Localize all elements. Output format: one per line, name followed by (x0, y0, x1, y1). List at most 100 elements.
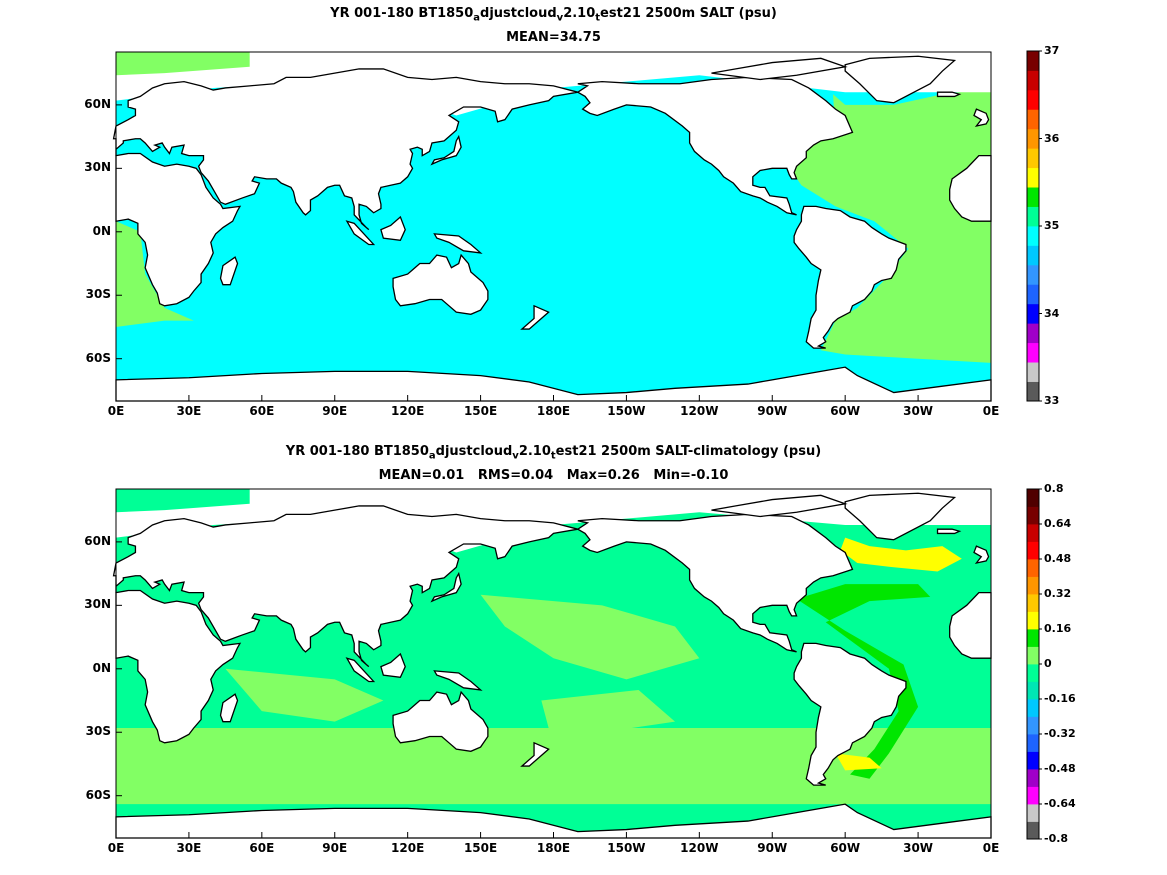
land-australia (392, 690, 489, 752)
colorbar-tick-label: -0.8 (1044, 832, 1069, 845)
colorbar-bin (1027, 629, 1039, 647)
y-tick-label: 60S (85, 787, 111, 802)
panel2-title: YR 001-180 BT1850adjustcloudv2.10test21 … (285, 444, 822, 462)
x-tick-label: 120E (391, 841, 425, 855)
x-tick-label: 90E (322, 841, 348, 855)
x-tick-label: 0E (982, 841, 1000, 855)
colorbar-bin (1027, 109, 1039, 130)
land-south-america (793, 642, 907, 786)
land-arctic-islands (711, 57, 848, 81)
colorbar-tick-label: 34 (1044, 306, 1060, 320)
land-japan (430, 571, 462, 603)
colorbar-tick-label: 0.48 (1044, 552, 1072, 565)
colorbar-tick-label: 36 (1044, 131, 1060, 145)
land-west-africa (949, 154, 992, 222)
colorbar-bin (1027, 716, 1039, 735)
colorbar-bin (1027, 128, 1039, 149)
colorbar-bin (1027, 611, 1039, 630)
colorbar-bin (1027, 576, 1039, 595)
colorbar-bin (1027, 699, 1039, 717)
colorbar-bin (1027, 245, 1039, 266)
x-tick-label: 60E (249, 404, 275, 418)
colorbar-bin (1027, 769, 1039, 787)
land-iceland (936, 91, 962, 98)
colorbar-tick-label: 0 (1044, 657, 1052, 670)
colorbar-bin (1027, 264, 1039, 285)
panel1-colorbar (1026, 50, 1042, 402)
x-tick-label: 150E (463, 841, 498, 855)
atlantic-salty-region (786, 87, 991, 363)
colorbar-tick-label: 0.32 (1044, 587, 1072, 600)
panel2-colorbar (1026, 488, 1042, 840)
x-tick-label: 90W (757, 841, 788, 855)
colorbar-tick-label: 0.16 (1044, 622, 1072, 635)
colorbar-bin (1027, 303, 1039, 324)
y-tick-label: 60N (84, 96, 111, 111)
x-tick-label: 150W (607, 841, 646, 855)
colorbar-tick-label: 33 (1044, 394, 1060, 407)
colorbar-tick-label: 35 (1044, 219, 1060, 232)
land-new-guinea (433, 233, 483, 254)
land-madagascar (219, 256, 239, 286)
colorbar-bin (1027, 821, 1039, 840)
x-tick-label: 0E (107, 841, 125, 855)
nordic-seas-region (116, 52, 250, 76)
colorbar-bin (1027, 206, 1039, 227)
colorbar-bin (1027, 734, 1039, 752)
panel1-title: YR 001-180 BT1850adjustcloudv2.10test21 … (330, 6, 777, 24)
positive-anomaly-patch (480, 594, 700, 680)
colorbar-tick-label: 37 (1044, 44, 1060, 57)
x-tick-label: 60W (830, 404, 861, 418)
y-tick-label: 0N (92, 660, 111, 675)
colorbar-bin (1027, 664, 1039, 682)
colorbar-bin (1027, 559, 1039, 577)
land-australia (392, 253, 489, 315)
colorbar-bin (1027, 167, 1039, 188)
land-south-america (793, 205, 907, 349)
land-greenland (844, 55, 957, 104)
land-antarctica (115, 803, 992, 839)
x-tick-label: 60E (249, 841, 275, 855)
colorbar-bin (1027, 70, 1039, 91)
panel2-subtitle: MEAN=0.01 RMS=0.04 Max=0.26 Min=-0.10 (378, 468, 729, 483)
panel1-map (112, 51, 992, 402)
land-sumatra (345, 657, 376, 683)
land-eurasia (112, 505, 578, 668)
colorbar-bin (1027, 681, 1039, 700)
colorbar-bin (1027, 804, 1039, 822)
land-north-america (576, 76, 854, 216)
y-tick-label: 30N (84, 597, 111, 612)
land-japan (430, 134, 462, 166)
positive-anomaly-patch (541, 689, 676, 733)
land-uk (973, 545, 990, 565)
land-africa (115, 589, 242, 744)
land-sumatra (345, 220, 376, 246)
nordic-seas-region (116, 489, 250, 513)
south-atlantic-high-anomaly (835, 753, 882, 771)
colorbar-bin (1027, 362, 1039, 382)
land-africa (115, 152, 242, 307)
panel1-subtitle: MEAN=34.75 (506, 30, 601, 45)
x-tick-label: 0E (107, 404, 125, 418)
colorbar-bin (1027, 89, 1039, 110)
land-antarctica (115, 366, 992, 402)
colorbar-tick-label: 0.8 (1044, 482, 1064, 495)
x-tick-label: 150W (607, 404, 646, 418)
south-atlantic-east-region (116, 221, 194, 327)
land-new-zealand (520, 304, 550, 330)
x-tick-label: 60W (830, 841, 861, 855)
land-west-africa (949, 591, 992, 659)
colorbar-tick-label: -0.32 (1044, 727, 1076, 740)
land-iceland (936, 528, 962, 535)
x-tick-label: 30W (903, 404, 934, 418)
land-borneo (380, 652, 406, 678)
north-atlantic-high-anomaly (840, 537, 962, 572)
x-tick-label: 0E (982, 404, 1000, 418)
land-uk (973, 108, 990, 128)
land-madagascar (219, 693, 239, 723)
colorbar-bin (1027, 506, 1039, 525)
land-arctic-islands (711, 494, 848, 518)
y-tick-label: 60S (85, 350, 111, 365)
colorbar-bin (1027, 148, 1039, 169)
y-tick-label: 60N (84, 533, 111, 548)
